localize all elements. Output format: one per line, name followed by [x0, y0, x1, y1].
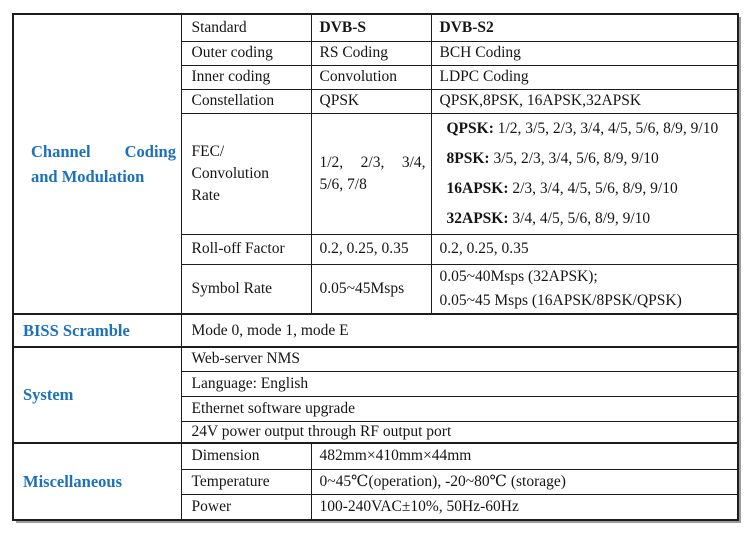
fec-dvbs2-qpsk: QPSK: 1/2, 3/5, 2/3, 3/4, 4/5, 5/6, 8/9,…: [446, 119, 719, 137]
row-biss: BISS Scramble Mode 0, mode 1, mode E: [12, 313, 739, 348]
cell-power-property: Power: [180, 493, 312, 521]
cell-constellation-property: Constellation: [180, 88, 312, 114]
row-system-3: Ethernet software upgrade: [13, 395, 739, 422]
cell-temperature-value: 0~45℃(operation), -20~80℃ (storage): [310, 468, 739, 495]
fec-dvbs2-8psk: 8PSK: 3/5, 2/3, 3/4, 5/6, 8/9, 9/10: [446, 149, 659, 167]
cell-symbol-property: Symbol Rate: [180, 263, 312, 315]
cell-fec-dvbs2: QPSK: 1/2, 3/5, 2/3, 3/4, 4/5, 5/6, 8/9,…: [430, 112, 739, 235]
fec-dvbs2-16apsk: 16APSK: 2/3, 3/4, 4/5, 5/6, 8/9, 9/10: [446, 179, 678, 197]
cell-inner-dvbs: Convolution: [310, 64, 432, 90]
cell-symbol-dvbs2: 0.05~40Msps (32APSK); 0.05~45 Msps (16AP…: [430, 263, 739, 315]
cell-constellation-dvbs: QPSK: [310, 88, 432, 114]
cell-system-power-output: 24V power output through RF output port: [180, 420, 739, 444]
cell-outer-dvbs: RS Coding: [310, 40, 432, 66]
row-dimension: Miscellaneous Dimension 482mm×410mm×44mm: [12, 442, 739, 521]
cell-standard-dvbs: DVB-S: [310, 13, 432, 42]
fec-dvbs-line1: 1/2, 2/3, 3/4,: [319, 153, 426, 171]
cell-symbol-dvbs: 0.05~45Msps: [310, 263, 432, 315]
cell-system-language: Language: English: [180, 370, 739, 397]
cell-biss-value: Mode 0, mode 1, mode E: [180, 313, 739, 348]
cell-dimension-property: Dimension: [180, 442, 312, 470]
cell-system-nms: Web-server NMS: [180, 346, 739, 372]
row-power: Power 100-240VAC±10%, 50Hz-60Hz: [13, 493, 739, 521]
row-system-1: System Web-server NMS: [12, 346, 739, 444]
section-label-channel-coding: Channel Coding and Modulation: [12, 13, 182, 315]
cell-dimension-value: 482mm×410mm×44mm: [310, 442, 739, 470]
cell-standard-property: Standard: [180, 13, 312, 42]
row-standard: Channel Coding and Modulation Standard D…: [12, 13, 739, 315]
fec-dvbs2-32apsk: 32APSK: 3/4, 4/5, 5/6, 8/9, 9/10: [446, 209, 651, 227]
cell-rolloff-dvbs2: 0.2, 0.25, 0.35: [430, 233, 739, 265]
row-fec: FEC/ Convolution Rate 1/2, 2/3, 3/4, 5/6…: [13, 112, 739, 235]
cell-standard-dvbs2: DVB-S2: [430, 13, 739, 42]
cell-rolloff-property: Roll-off Factor: [180, 233, 312, 265]
cell-fec-property: FEC/ Convolution Rate: [180, 112, 312, 235]
cell-inner-property: Inner coding: [180, 64, 312, 90]
fec-dvbs-line2: 5/6, 7/8: [319, 175, 367, 193]
row-temperature: Temperature 0~45℃(operation), -20~80℃ (s…: [13, 468, 739, 495]
cell-rolloff-dvbs: 0.2, 0.25, 0.35: [310, 233, 432, 265]
cell-constellation-dvbs2: QPSK,8PSK, 16APSK,32APSK: [430, 88, 739, 114]
cell-outer-property: Outer coding: [180, 40, 312, 66]
cell-temperature-property: Temperature: [180, 468, 312, 495]
section-label-misc: Miscellaneous: [12, 442, 182, 521]
row-rolloff: Roll-off Factor 0.2, 0.25, 0.35 0.2, 0.2…: [13, 233, 739, 265]
cell-power-value: 100-240VAC±10%, 50Hz-60Hz: [310, 493, 739, 521]
row-inner-coding: Inner coding Convolution LDPC Coding: [13, 64, 739, 90]
row-constellation: Constellation QPSK QPSK,8PSK, 16APSK,32A…: [13, 88, 739, 114]
spec-table: Channel Coding and Modulation Standard D…: [12, 13, 739, 521]
spec-sheet: Channel Coding and Modulation Standard D…: [12, 13, 739, 521]
section-label-line1: Channel Coding: [31, 142, 176, 161]
cell-system-upgrade: Ethernet software upgrade: [180, 395, 739, 422]
cell-fec-dvbs: 1/2, 2/3, 3/4, 5/6, 7/8: [310, 112, 432, 235]
section-label-system: System: [12, 346, 182, 444]
cell-outer-dvbs2: BCH Coding: [430, 40, 739, 66]
section-label-line2: and Modulation: [31, 167, 145, 186]
section-label-biss: BISS Scramble: [12, 313, 182, 348]
row-system-4: 24V power output through RF output port: [13, 420, 739, 444]
row-system-2: Language: English: [13, 370, 739, 397]
cell-inner-dvbs2: LDPC Coding: [430, 64, 739, 90]
